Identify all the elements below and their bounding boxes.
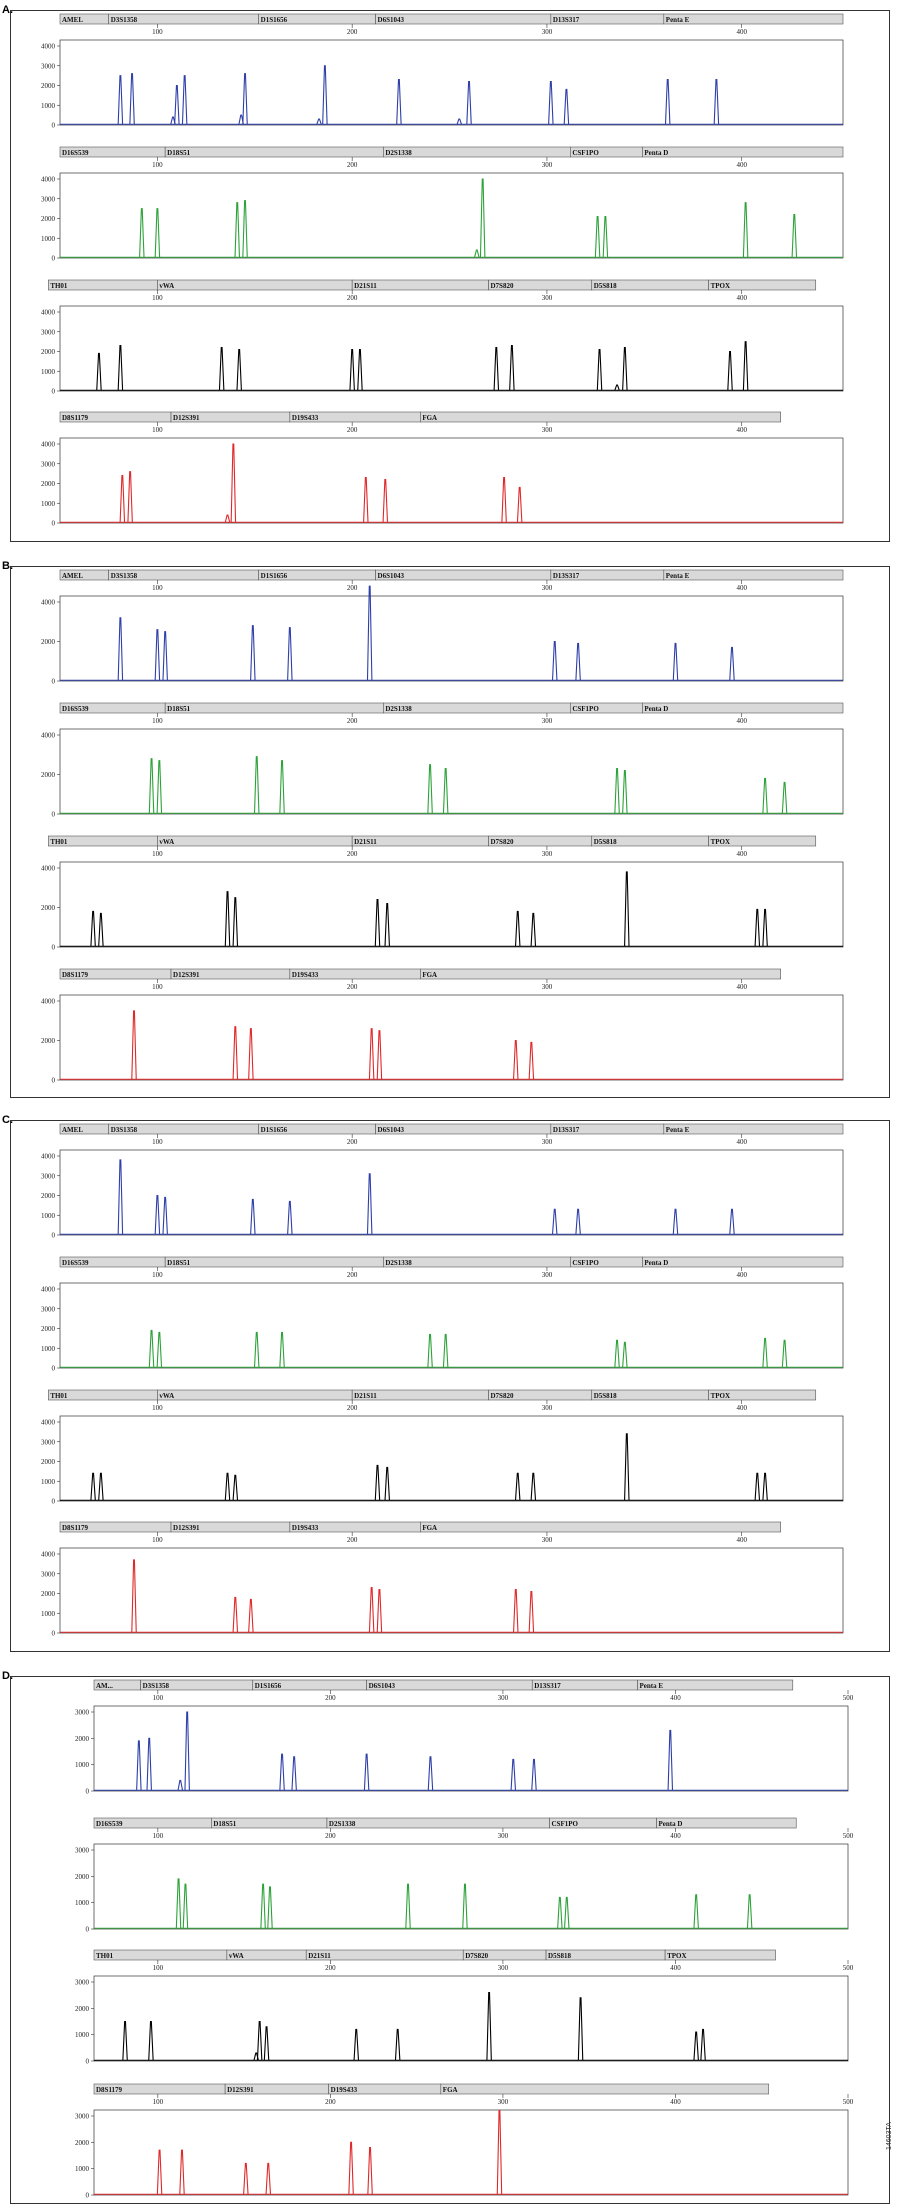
electropherogram-panel [10,10,890,542]
electropherogram-panel [10,1120,890,1652]
panel-label: B. [2,560,13,572]
electropherogram-panel [10,566,890,1098]
panel-label: A. [2,4,13,16]
electropherogram-panel [10,1676,890,2204]
figure-id: 14603TA [886,2122,893,2150]
panel-label: D. [2,1670,13,1682]
panel-label: C. [2,1114,13,1126]
